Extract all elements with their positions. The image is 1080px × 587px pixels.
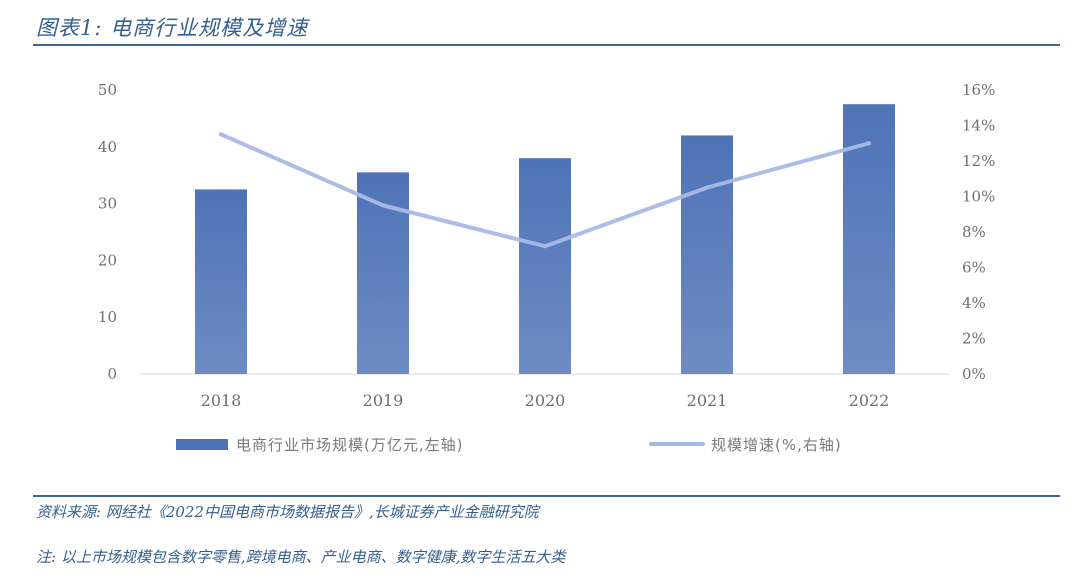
legend-line-label: 规模增速(%,右轴): [711, 436, 842, 454]
y-right-tick-label: 16%: [962, 81, 995, 99]
bar-market-size: [195, 189, 247, 374]
bar-market-size: [357, 172, 409, 374]
y-left-tick-label: 10: [98, 308, 117, 326]
y-right-tick-label: 10%: [962, 188, 995, 206]
x-tick-label: 2018: [201, 391, 242, 410]
y-left-tick-label: 0: [107, 365, 117, 383]
y-right-tick-label: 0%: [962, 365, 986, 383]
figure-title: 图表1: 电商行业规模及增速: [36, 16, 309, 40]
growth-rate-point: [705, 185, 709, 190]
y-right-tick-label: 14%: [962, 117, 995, 135]
y-left-tick-label: 30: [98, 195, 117, 213]
y-right-tick-label: 12%: [962, 152, 995, 170]
footnote: 注: 以上市场规模包含数字零售,跨境电商、产业电商、数字健康,数字生活五大类: [36, 548, 566, 566]
source-note: 资料来源: 网经社《2022中国电商市场数据报告》,长城证券产业金融研究院: [36, 503, 539, 521]
combo-chart: 0 10 20 30 40 50 0% 2% 4% 6% 8% 10% 12% 14% 16% 2018 201…: [98, 81, 995, 454]
y-left-tick-label: 20: [98, 251, 117, 269]
y-right-tick-label: 4%: [962, 294, 986, 312]
y-right-tick-label: 2%: [962, 330, 986, 348]
legend-bar-swatch: [176, 439, 228, 450]
legend-bar-label: 电商行业市场规模(万亿元,左轴): [236, 436, 463, 454]
x-tick-label: 2022: [849, 391, 890, 410]
growth-rate-point: [543, 244, 547, 249]
title-rule: [33, 44, 1060, 46]
bar-market-size: [681, 135, 733, 374]
x-tick-label: 2021: [687, 391, 728, 410]
y-left-tick-label: 40: [98, 138, 117, 156]
y-right-tick-label: 6%: [962, 259, 986, 277]
growth-rate-point: [381, 203, 385, 208]
growth-rate-point: [219, 132, 223, 137]
bar-market-size: [519, 158, 571, 374]
y-left-tick-label: 50: [98, 81, 117, 99]
footer-rule: [33, 495, 1060, 497]
x-tick-label: 2020: [525, 391, 566, 410]
y-right-tick-label: 8%: [962, 223, 986, 241]
growth-rate-point: [867, 141, 871, 146]
x-tick-label: 2019: [363, 391, 404, 410]
